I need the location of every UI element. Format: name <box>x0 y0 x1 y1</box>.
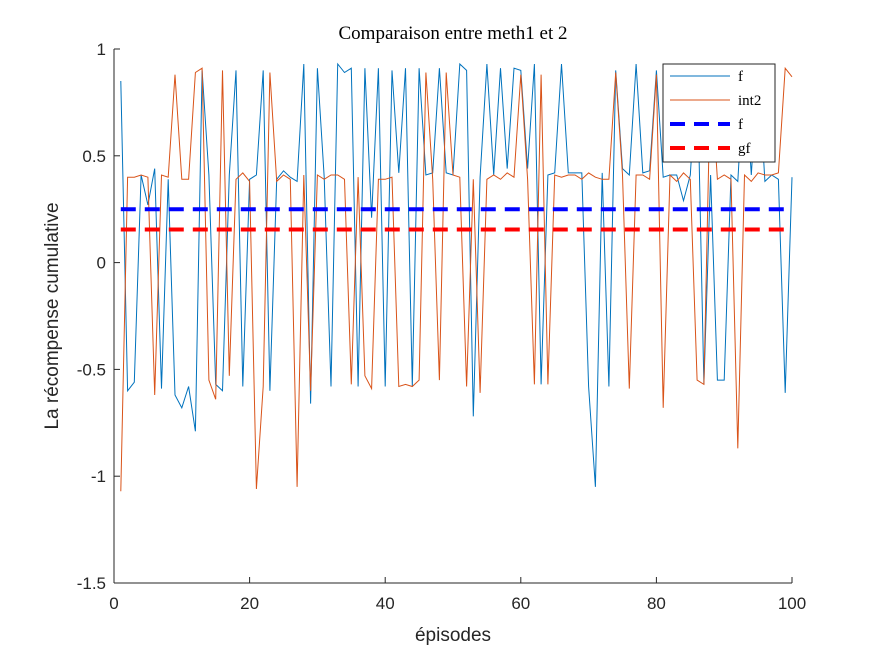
series-layer <box>120 62 793 492</box>
series-line-int2-1 <box>120 66 793 492</box>
legend-label-f-2: f <box>738 117 743 133</box>
x-tick-label: 80 <box>647 594 666 613</box>
x-tick-label: 60 <box>511 594 530 613</box>
y-tick-label: -1 <box>91 467 106 486</box>
legend: f int2 f gf <box>662 63 776 163</box>
x-tick-label: 100 <box>778 594 806 613</box>
y-tick-label: 1 <box>97 40 106 59</box>
x-tick-label: 0 <box>109 594 118 613</box>
legend-label-f-0: f <box>738 69 743 85</box>
chart-title: Comparaison entre meth1 et 2 <box>339 23 568 44</box>
y-axis: -1.5 -1 -0.5 0 0.5 1 <box>77 40 120 593</box>
legend-label-int2-1: int2 <box>738 93 761 109</box>
y-axis-label: La récompense cumulative <box>42 202 63 429</box>
y-tick-label: -0.5 <box>77 360 106 379</box>
x-tick-label: 20 <box>240 594 259 613</box>
y-tick-label: 0 <box>97 254 106 273</box>
legend-box <box>662 63 776 163</box>
x-tick-label: 40 <box>376 594 395 613</box>
legend-label-gf-3: gf <box>738 141 751 157</box>
y-tick-label: -1.5 <box>77 574 106 593</box>
y-tick-label: 0.5 <box>82 147 106 166</box>
x-axis: 0 20 40 60 80 100 <box>109 577 806 613</box>
x-axis-label: épisodes <box>415 625 491 646</box>
series-line-f-0 <box>120 62 793 487</box>
